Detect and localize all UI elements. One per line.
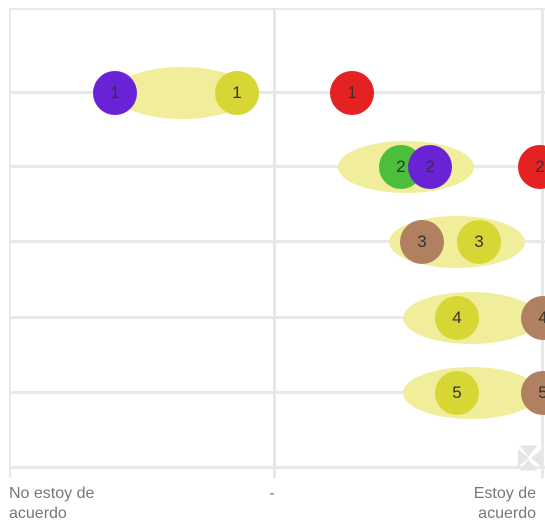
axis-label-line: No estoy de <box>9 484 94 504</box>
data-point: 2 <box>408 145 452 189</box>
grid-hline <box>9 466 545 469</box>
grid-vline <box>9 8 11 478</box>
axis-label-line: acuerdo <box>474 504 536 524</box>
data-point: 4 <box>435 296 479 340</box>
axis-label-right: Estoy deacuerdo <box>474 484 536 524</box>
data-point: 1 <box>215 71 259 115</box>
axis-label-line: acuerdo <box>9 504 94 524</box>
grid-hline <box>9 8 545 10</box>
axis-label-center: - <box>269 484 274 504</box>
data-point: 3 <box>457 220 501 264</box>
chart-stage: 111222334455 No estoy deacuerdo-Estoy de… <box>0 0 545 521</box>
grid-hline <box>9 91 545 94</box>
data-point: 5 <box>435 371 479 415</box>
axis-label-left: No estoy deacuerdo <box>9 484 94 524</box>
axis-label-line: Estoy de <box>474 484 536 504</box>
data-point: 1 <box>330 71 374 115</box>
chart-plot-area: 111222334455 <box>9 8 545 478</box>
data-point: 3 <box>400 220 444 264</box>
axis-label-line: - <box>269 484 274 504</box>
data-point: 1 <box>93 71 137 115</box>
diamond-icon <box>517 446 542 471</box>
grid-vline <box>273 8 276 478</box>
data-point: 2 <box>518 145 545 189</box>
